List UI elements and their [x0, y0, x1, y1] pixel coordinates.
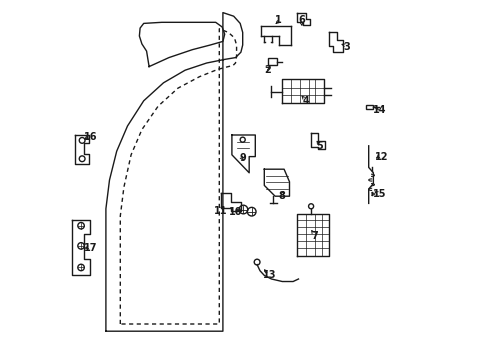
Text: 10: 10 [228, 207, 242, 217]
Text: 11: 11 [214, 206, 227, 216]
Text: 6: 6 [298, 15, 305, 25]
Text: 9: 9 [239, 153, 245, 163]
Bar [366, 105, 372, 109]
Bar [267, 58, 276, 65]
Text: 17: 17 [83, 243, 97, 253]
Text: 5: 5 [316, 141, 323, 151]
Text: 13: 13 [263, 270, 276, 280]
Text: 16: 16 [83, 132, 97, 142]
Text: 1: 1 [275, 15, 282, 25]
Text: 14: 14 [372, 105, 386, 115]
Text: 4: 4 [302, 96, 308, 106]
Text: 12: 12 [374, 152, 387, 162]
Text: 8: 8 [278, 191, 285, 201]
Text: 15: 15 [372, 189, 386, 199]
Text: 2: 2 [264, 65, 271, 75]
Text: 7: 7 [311, 231, 317, 241]
Text: 3: 3 [343, 42, 350, 52]
